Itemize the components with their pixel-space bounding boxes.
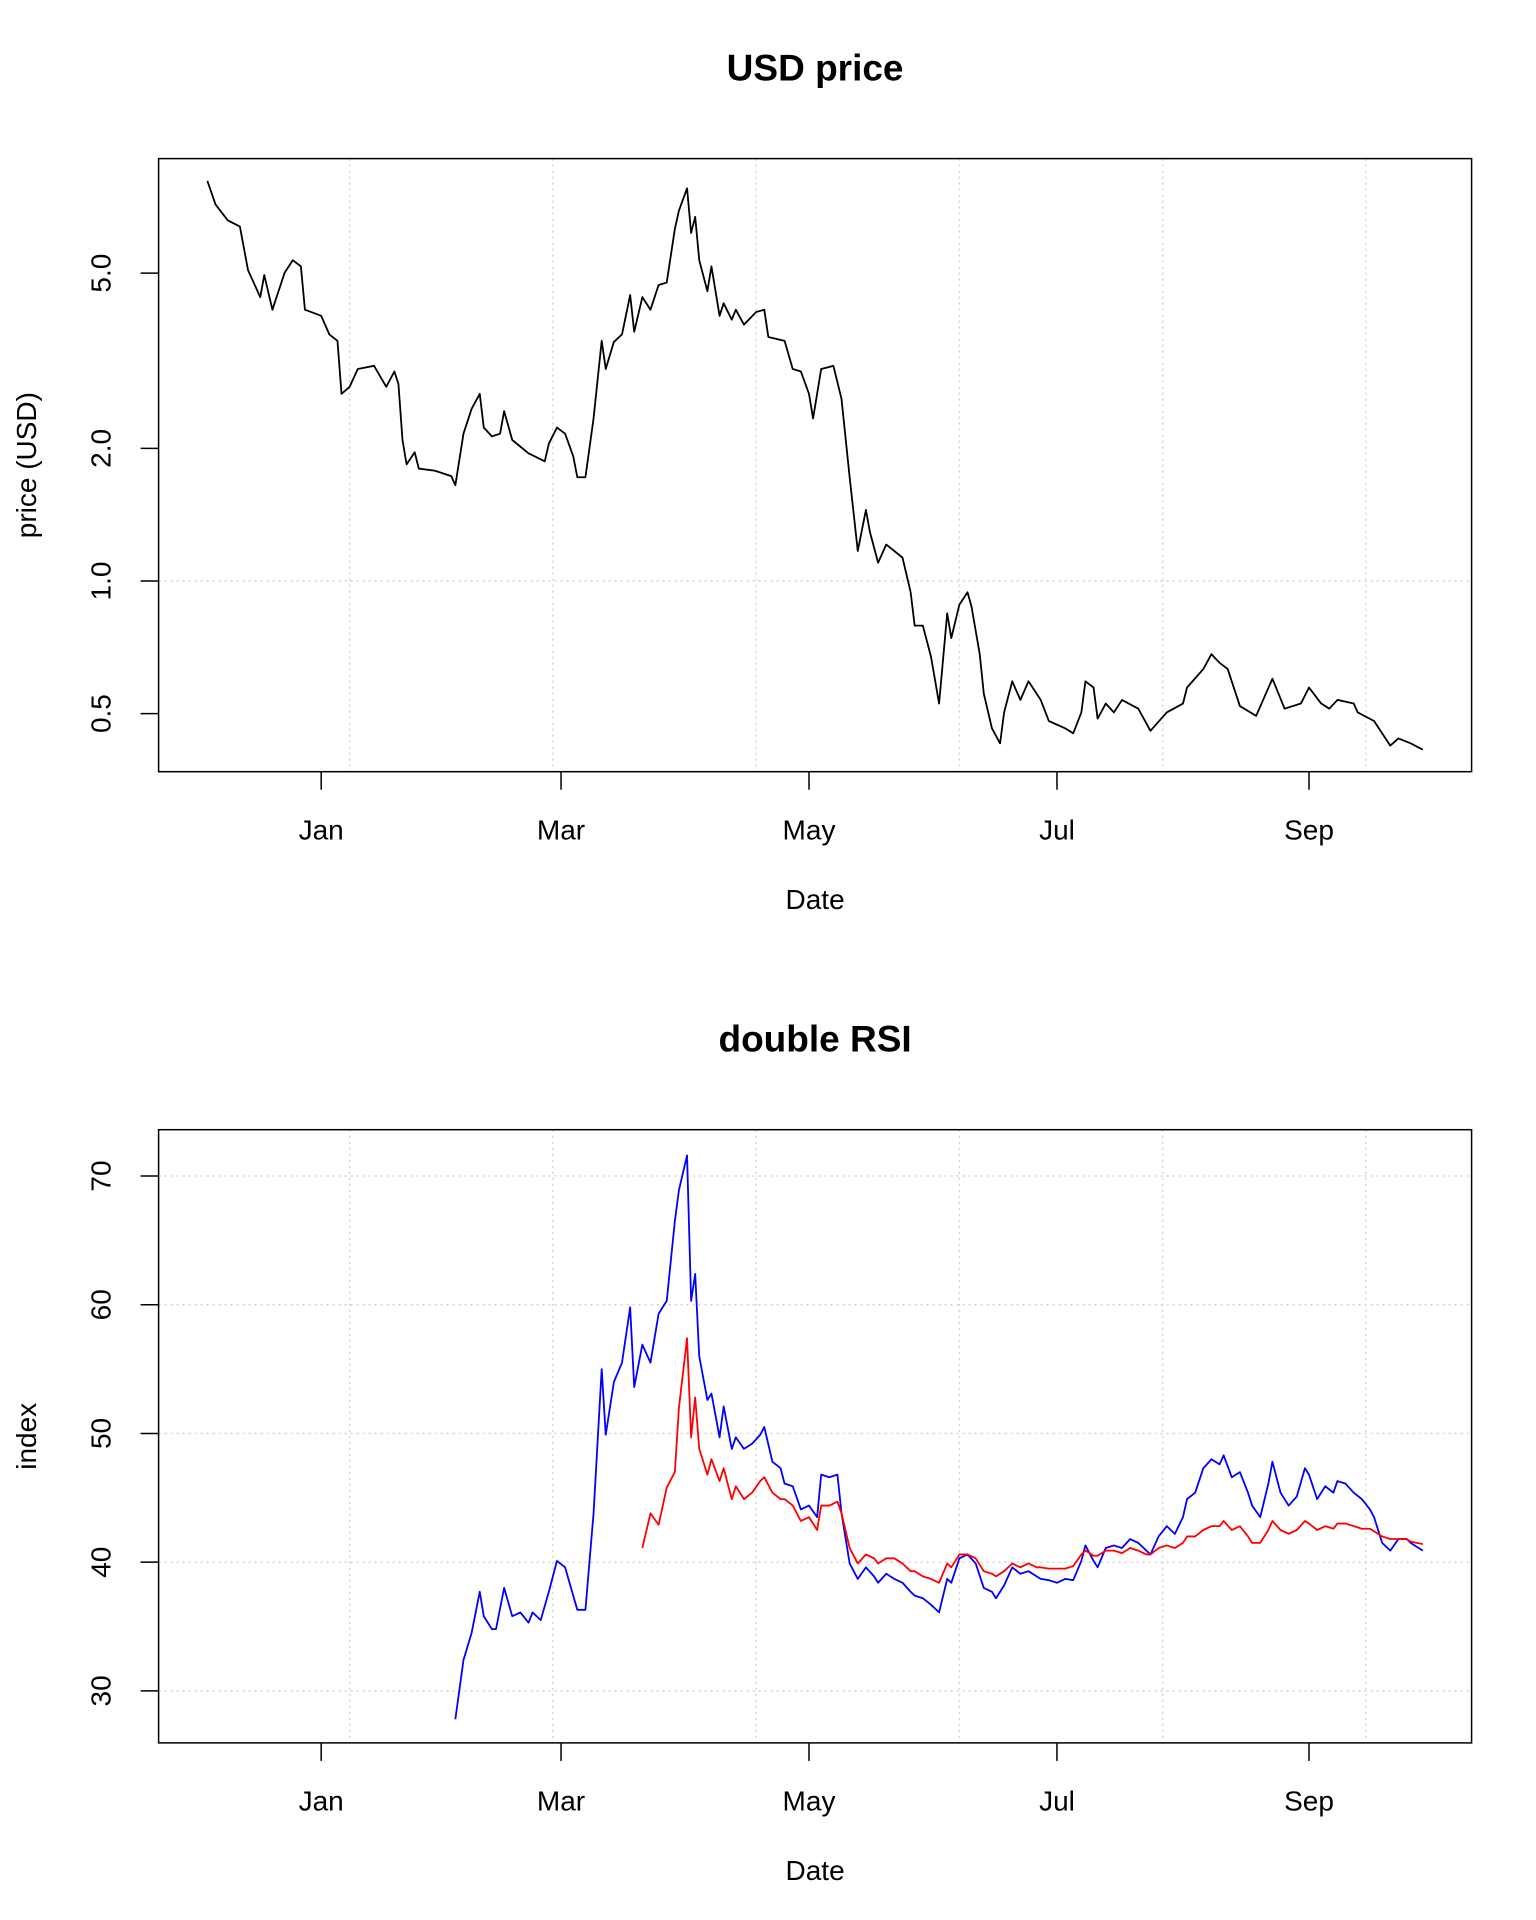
plot-frame bbox=[157, 1128, 1473, 1744]
y-tick-label: 1.0 bbox=[85, 562, 116, 601]
x-tick-label: Jan bbox=[299, 1785, 344, 1816]
y-tick-label: 40 bbox=[85, 1547, 116, 1578]
y-tick-label: 0.5 bbox=[85, 694, 116, 733]
y-tick-label: 50 bbox=[85, 1418, 116, 1449]
series-line bbox=[641, 1337, 1424, 1584]
series-line bbox=[454, 1154, 1424, 1720]
plot-frame bbox=[157, 157, 1473, 773]
y-tick-label: 70 bbox=[85, 1160, 116, 1191]
price-line bbox=[206, 180, 1424, 751]
x-tick-label: Jan bbox=[299, 814, 344, 845]
x-tick-label: Sep bbox=[1284, 1785, 1334, 1816]
x-axis-label: Date bbox=[786, 1855, 845, 1886]
y-tick-label: 2.0 bbox=[85, 429, 116, 468]
y-tick-label: 30 bbox=[85, 1675, 116, 1706]
y-tick-label: 5.0 bbox=[85, 254, 116, 293]
y-axis-label: price (USD) bbox=[11, 392, 42, 538]
x-tick-label: Mar bbox=[537, 1785, 585, 1816]
y-tick-label: 60 bbox=[85, 1289, 116, 1320]
x-tick-label: Jul bbox=[1039, 1785, 1075, 1816]
x-tick-label: Mar bbox=[537, 814, 585, 845]
chart-title: USD price bbox=[727, 48, 904, 89]
x-tick-label: Sep bbox=[1284, 814, 1334, 845]
chart-title: double RSI bbox=[718, 1019, 911, 1060]
y-axis-label: index bbox=[11, 1403, 42, 1470]
x-axis-label: Date bbox=[786, 884, 845, 915]
x-tick-label: May bbox=[783, 1785, 836, 1816]
x-tick-label: May bbox=[783, 814, 836, 845]
x-tick-label: Jul bbox=[1039, 814, 1075, 845]
